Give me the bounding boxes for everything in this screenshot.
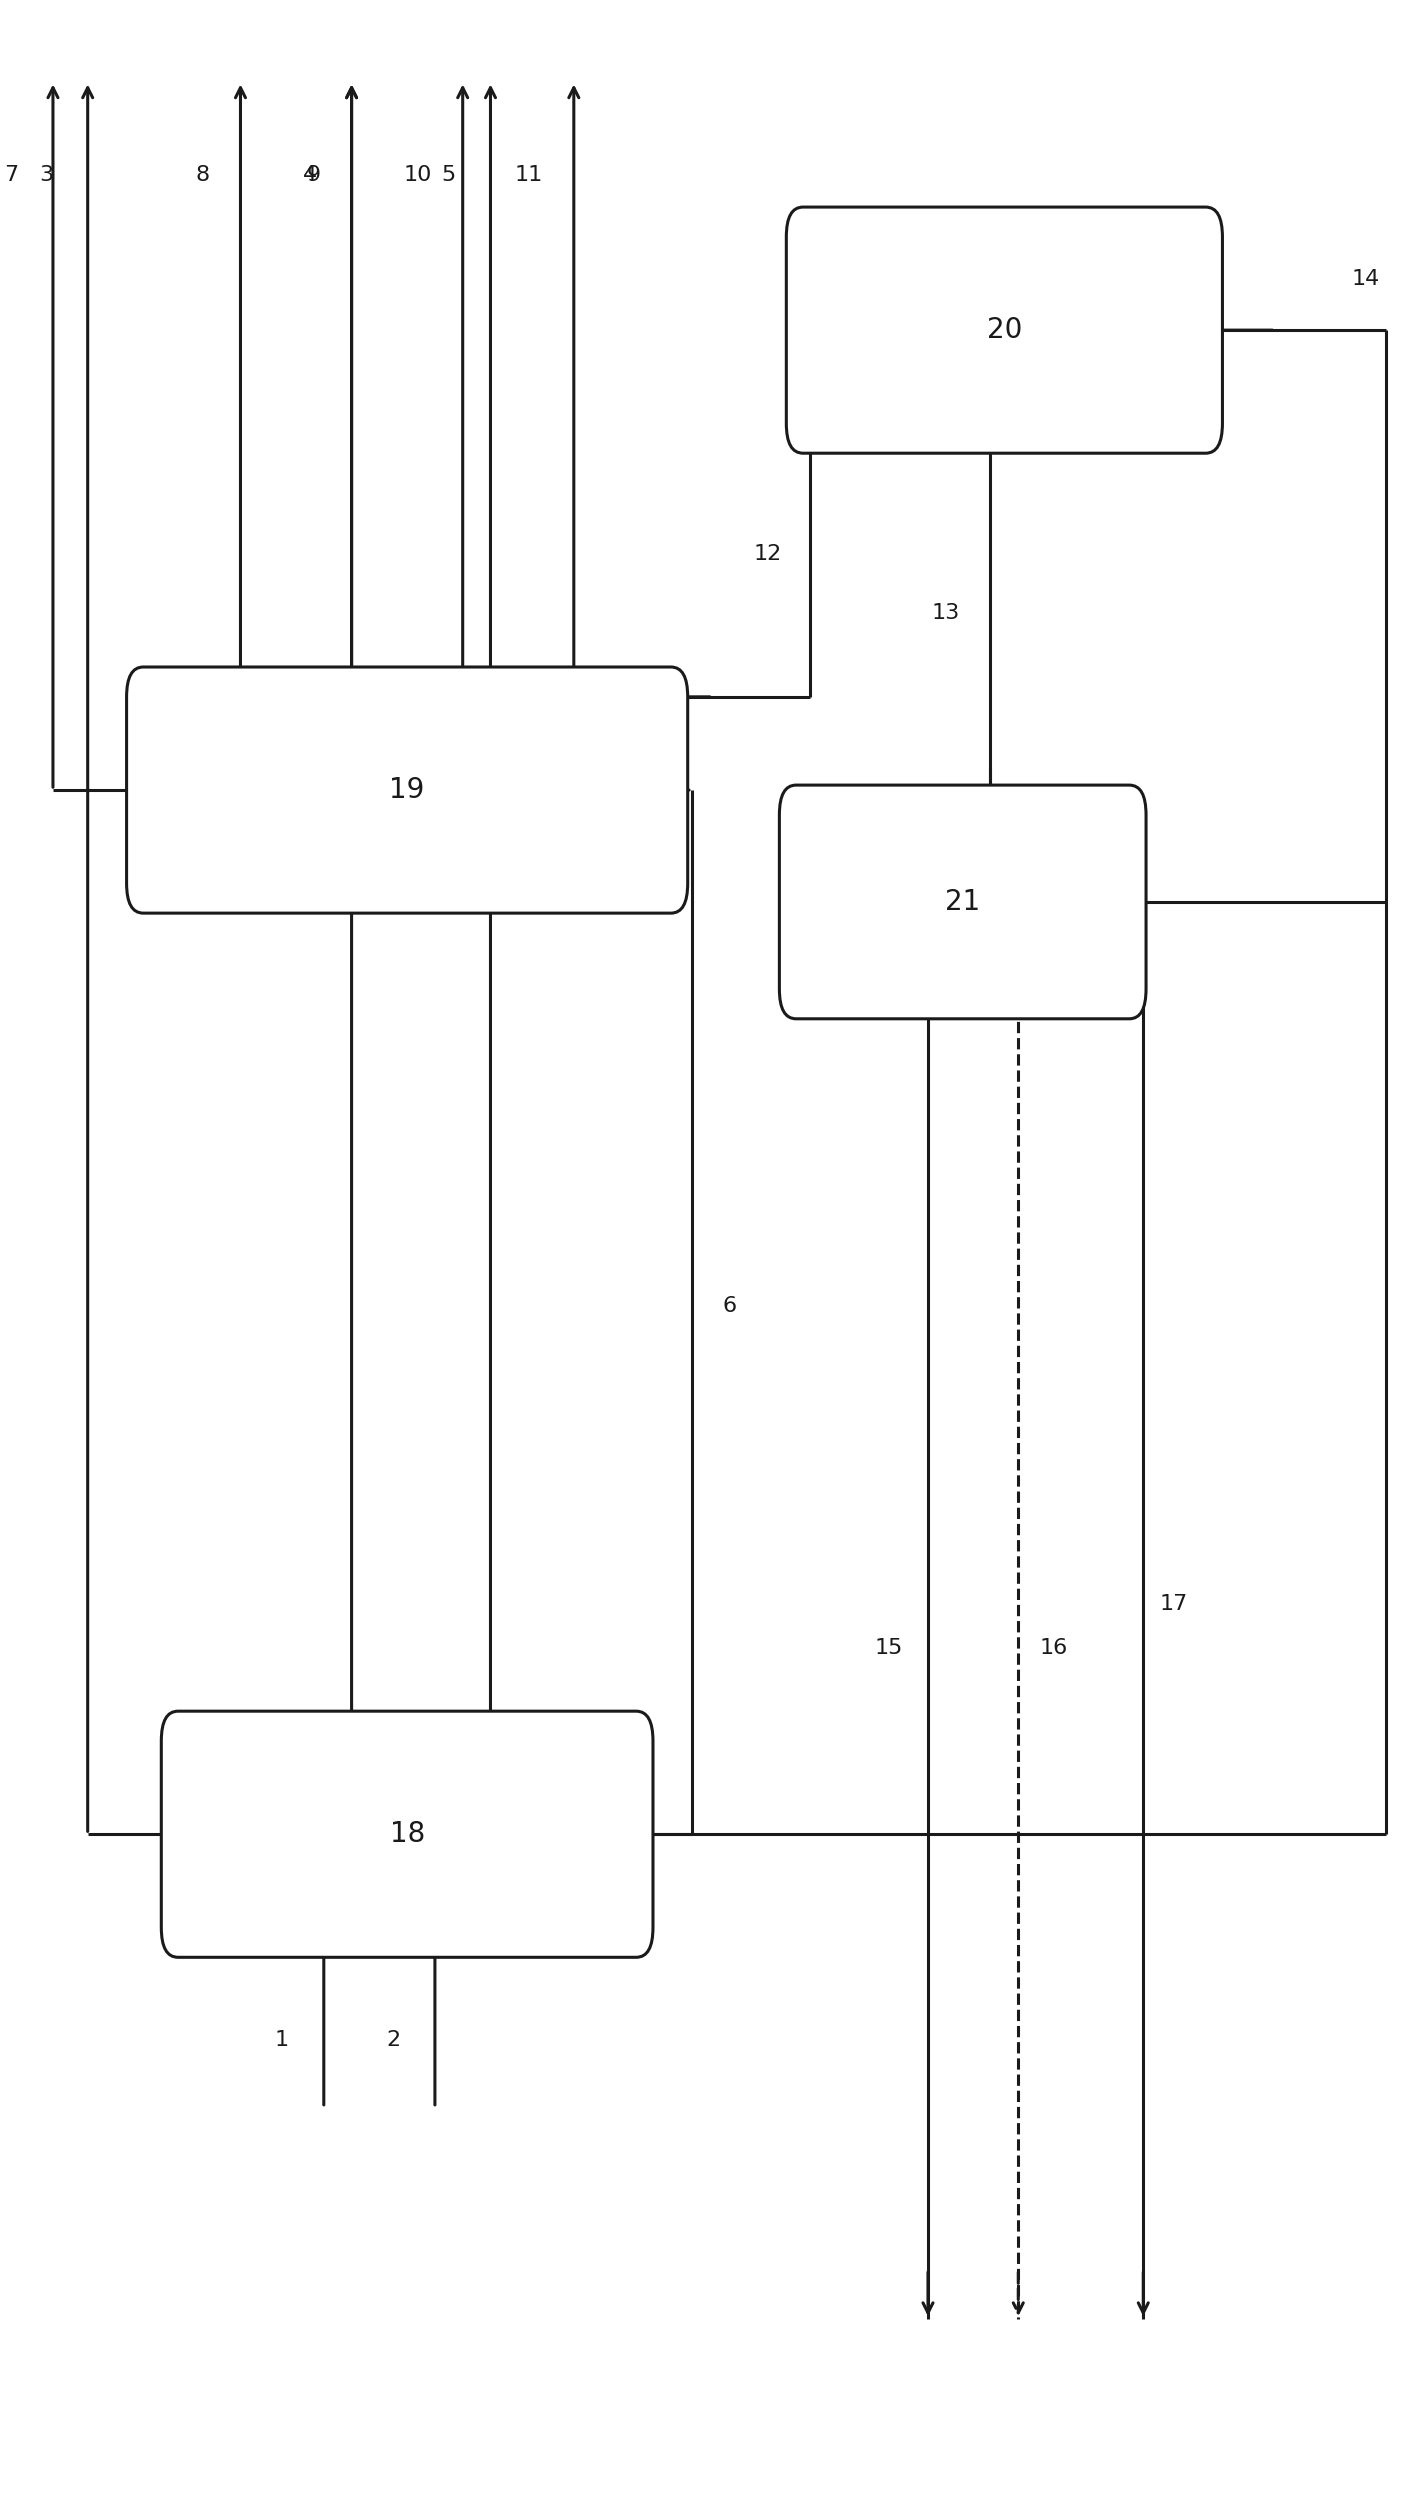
Text: 2: 2	[386, 2030, 400, 2050]
Text: 7: 7	[4, 165, 19, 185]
Text: 6: 6	[723, 1295, 737, 1315]
FancyBboxPatch shape	[127, 668, 688, 912]
Text: 9: 9	[307, 165, 321, 185]
Text: 21: 21	[945, 888, 981, 915]
Text: 10: 10	[404, 165, 433, 185]
Text: 12: 12	[754, 545, 783, 565]
Text: 19: 19	[390, 775, 426, 805]
Text: 17: 17	[1160, 1595, 1188, 1615]
Text: 3: 3	[39, 165, 53, 185]
Text: 20: 20	[987, 315, 1022, 345]
Text: 11: 11	[516, 165, 543, 185]
FancyBboxPatch shape	[161, 1710, 653, 1958]
Text: 16: 16	[1040, 1638, 1067, 1658]
Text: 15: 15	[874, 1638, 902, 1658]
Text: 14: 14	[1351, 270, 1379, 290]
Text: 13: 13	[931, 602, 960, 622]
FancyBboxPatch shape	[787, 208, 1222, 452]
Text: 4: 4	[303, 165, 317, 185]
Text: 5: 5	[441, 165, 456, 185]
Text: 8: 8	[196, 165, 210, 185]
Text: 1: 1	[276, 2030, 288, 2050]
Text: 18: 18	[390, 1820, 424, 1848]
FancyBboxPatch shape	[780, 785, 1147, 1020]
